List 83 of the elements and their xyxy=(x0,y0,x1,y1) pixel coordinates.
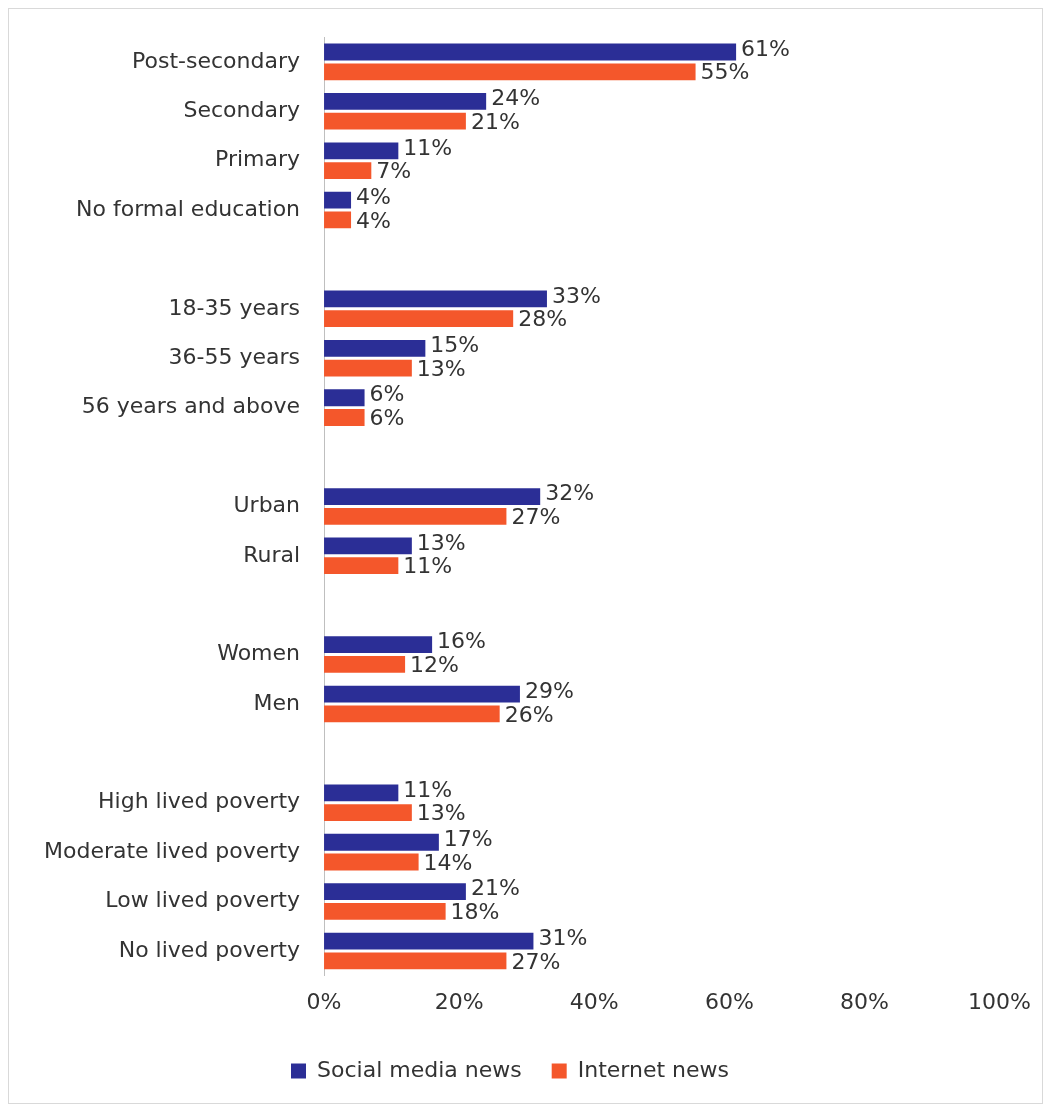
data-label: 7% xyxy=(376,158,412,184)
y-tick-label: Secondary xyxy=(183,97,301,122)
bar xyxy=(324,211,352,229)
data-label: 33% xyxy=(551,282,601,308)
y-tick-label: Post-secondary xyxy=(132,47,301,73)
bar xyxy=(324,290,547,308)
bar xyxy=(324,656,406,673)
legend-label: Internet news xyxy=(577,1056,729,1082)
data-label: 11% xyxy=(403,776,453,802)
x-tick-label: 80% xyxy=(839,988,889,1014)
data-label: 27% xyxy=(511,948,561,974)
data-label: 18% xyxy=(450,899,500,925)
y-tick-label: Primary xyxy=(215,146,301,172)
data-label: 11% xyxy=(403,553,453,579)
bar xyxy=(324,43,737,61)
y-tick-label: 36-55 years xyxy=(168,343,301,369)
bar xyxy=(324,162,372,179)
bar xyxy=(324,685,520,703)
x-tick-label: 60% xyxy=(704,988,754,1014)
data-label: 13% xyxy=(416,529,466,555)
data-label: 4% xyxy=(356,183,391,209)
data-label: 27% xyxy=(511,504,561,529)
y-tick-label: 56 years and above xyxy=(81,393,301,419)
x-tick-label: 100% xyxy=(968,988,1032,1014)
bar xyxy=(324,833,439,851)
bar xyxy=(324,903,446,920)
data-label: 13% xyxy=(416,355,466,381)
bar xyxy=(324,339,426,357)
bar xyxy=(324,705,500,723)
data-label: 17% xyxy=(443,825,493,851)
bar xyxy=(324,389,365,407)
bar xyxy=(324,310,514,328)
x-tick-label: 0% xyxy=(306,988,342,1014)
bar xyxy=(324,537,412,555)
data-label: 32% xyxy=(545,480,595,506)
bar xyxy=(324,93,487,110)
x-tick-label: 20% xyxy=(434,988,484,1014)
bar xyxy=(324,359,412,377)
data-label: 24% xyxy=(491,85,541,111)
x-tick-label: 40% xyxy=(569,988,619,1014)
y-tick-label: No lived poverty xyxy=(118,936,301,962)
bar xyxy=(324,952,507,970)
data-label: 21% xyxy=(470,108,520,134)
data-label: 21% xyxy=(470,875,520,901)
data-label: 6% xyxy=(369,381,405,407)
data-label: 29% xyxy=(524,677,574,703)
bar xyxy=(324,507,507,525)
bar xyxy=(324,932,534,950)
y-tick-label: Men xyxy=(253,689,301,715)
y-tick-label: Moderate lived poverty xyxy=(44,837,301,863)
legend-label: Social media news xyxy=(317,1056,522,1082)
y-tick-label: Urban xyxy=(233,492,301,518)
bar xyxy=(324,883,466,901)
bar xyxy=(324,804,412,822)
data-label: 13% xyxy=(416,800,466,826)
data-label: 31% xyxy=(538,924,588,950)
bar xyxy=(324,557,399,575)
y-tick-label: Women xyxy=(217,640,301,666)
y-tick-label: Low lived poverty xyxy=(105,887,301,913)
bar xyxy=(324,784,399,802)
bar xyxy=(324,488,541,505)
data-label: 6% xyxy=(369,405,405,431)
bar xyxy=(324,63,696,81)
y-tick-label: No formal education xyxy=(76,195,301,221)
bar xyxy=(324,853,419,871)
bar xyxy=(324,636,433,654)
data-label: 61% xyxy=(741,35,790,61)
data-label: 14% xyxy=(423,849,473,875)
bar xyxy=(324,191,352,209)
bar xyxy=(324,112,466,130)
bar xyxy=(324,142,399,160)
bar xyxy=(324,409,365,426)
data-label: 4% xyxy=(356,207,391,233)
data-label: 12% xyxy=(410,652,459,678)
data-label: 26% xyxy=(504,701,554,727)
data-label: 55% xyxy=(700,59,750,85)
data-label: 28% xyxy=(518,306,568,332)
y-tick-label: 18-35 years xyxy=(168,294,301,320)
y-tick-label: High lived poverty xyxy=(98,788,301,814)
data-label: 15% xyxy=(430,332,480,358)
data-label: 11% xyxy=(403,134,453,160)
y-tick-label: Rural xyxy=(243,541,301,567)
data-label: 16% xyxy=(437,628,487,654)
